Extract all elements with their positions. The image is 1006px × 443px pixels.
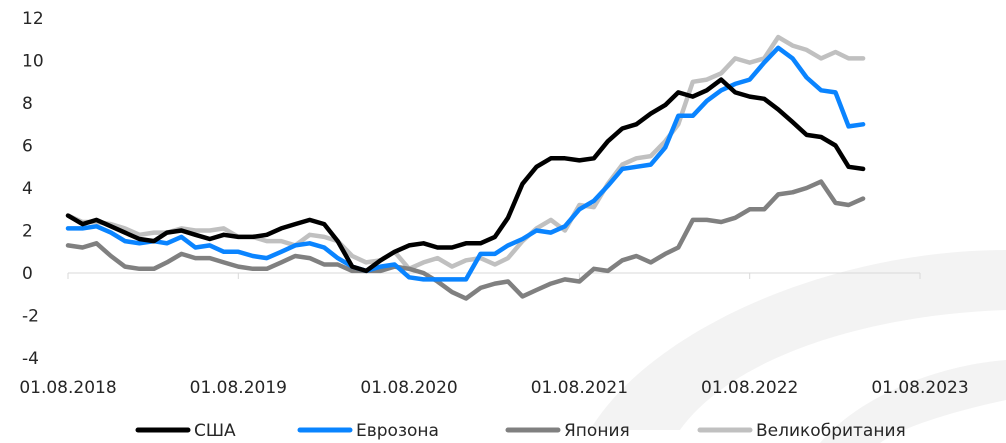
series-lines: [65, 34, 866, 301]
legend: США Еврозона Япония Великобритания: [135, 421, 906, 441]
y-tick-label: 2: [22, 222, 33, 242]
y-tick-label: 10: [22, 52, 44, 72]
y-axis-tick-labels: -4 -2 0 2 4 6 8 10 12: [22, 9, 44, 369]
x-tick-label: 01.08.2018: [19, 378, 116, 398]
x-axis: [67, 272, 921, 279]
y-tick-label: 0: [22, 264, 33, 284]
x-tick-label: 01.08.2020: [360, 378, 457, 398]
y-tick-label: 8: [22, 94, 33, 114]
legend-label: США: [194, 421, 236, 441]
series-line: [65, 34, 866, 272]
legend-label: Еврозона: [356, 421, 439, 441]
x-tick-label: 01.08.2022: [701, 378, 798, 398]
x-tick-label: 01.08.2023: [871, 378, 968, 398]
y-tick-label: -4: [22, 349, 39, 369]
y-tick-label: 4: [22, 179, 33, 199]
y-tick-label: 6: [22, 137, 33, 157]
x-tick-label: 01.08.2021: [531, 378, 628, 398]
y-tick-label: -2: [22, 307, 39, 327]
series-line: [65, 179, 866, 301]
y-tick-label: 12: [22, 9, 44, 29]
x-axis-tick-labels: 01.08.2018 01.08.2019 01.08.2020 01.08.2021…: [19, 378, 968, 398]
watermark-logo: [590, 250, 1006, 443]
legend-label: Великобритания: [756, 421, 906, 441]
x-tick-label: 01.08.2019: [190, 378, 287, 398]
series-line: [65, 77, 866, 274]
legend-label: Япония: [564, 421, 630, 441]
